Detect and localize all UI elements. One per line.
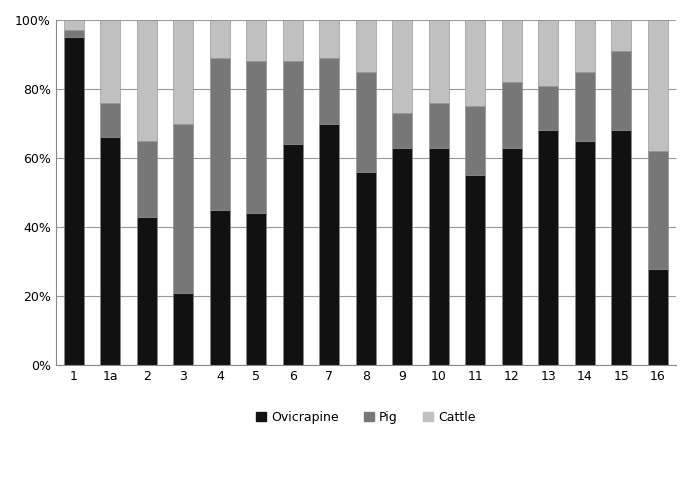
Bar	[100, 20, 120, 103]
Bar	[319, 123, 339, 365]
Bar	[64, 30, 84, 37]
Bar	[173, 123, 193, 293]
Bar	[502, 20, 522, 82]
Bar	[465, 20, 485, 106]
Bar	[137, 20, 157, 141]
Bar	[575, 141, 595, 365]
Bar	[210, 210, 230, 365]
Bar	[100, 137, 120, 365]
Bar	[612, 51, 632, 131]
Bar	[64, 20, 84, 30]
Bar	[247, 20, 267, 61]
Bar	[392, 20, 413, 113]
Bar	[356, 172, 376, 365]
Bar	[612, 20, 632, 51]
Legend: Ovicrapine, Pig, Cattle: Ovicrapine, Pig, Cattle	[252, 406, 480, 429]
Bar	[356, 72, 376, 172]
Bar	[283, 20, 303, 61]
Bar	[64, 37, 84, 365]
Bar	[319, 58, 339, 123]
Bar	[538, 20, 558, 85]
Bar	[100, 103, 120, 137]
Bar	[283, 61, 303, 144]
Bar	[137, 141, 157, 217]
Bar	[647, 268, 668, 365]
Bar	[210, 20, 230, 58]
Bar	[612, 131, 632, 365]
Bar	[647, 151, 668, 268]
Bar	[647, 20, 668, 151]
Bar	[247, 61, 267, 213]
Bar	[210, 58, 230, 210]
Bar	[137, 217, 157, 365]
Bar	[429, 148, 449, 365]
Bar	[502, 82, 522, 148]
Bar	[429, 20, 449, 103]
Bar	[173, 293, 193, 365]
Bar	[356, 20, 376, 72]
Bar	[247, 213, 267, 365]
Bar	[538, 85, 558, 131]
Bar	[392, 113, 413, 148]
Bar	[575, 20, 595, 72]
Bar	[575, 72, 595, 141]
Bar	[502, 148, 522, 365]
Bar	[392, 148, 413, 365]
Bar	[538, 131, 558, 365]
Bar	[319, 20, 339, 58]
Bar	[429, 103, 449, 148]
Bar	[283, 144, 303, 365]
Bar	[173, 20, 193, 123]
Bar	[465, 106, 485, 175]
Bar	[465, 175, 485, 365]
